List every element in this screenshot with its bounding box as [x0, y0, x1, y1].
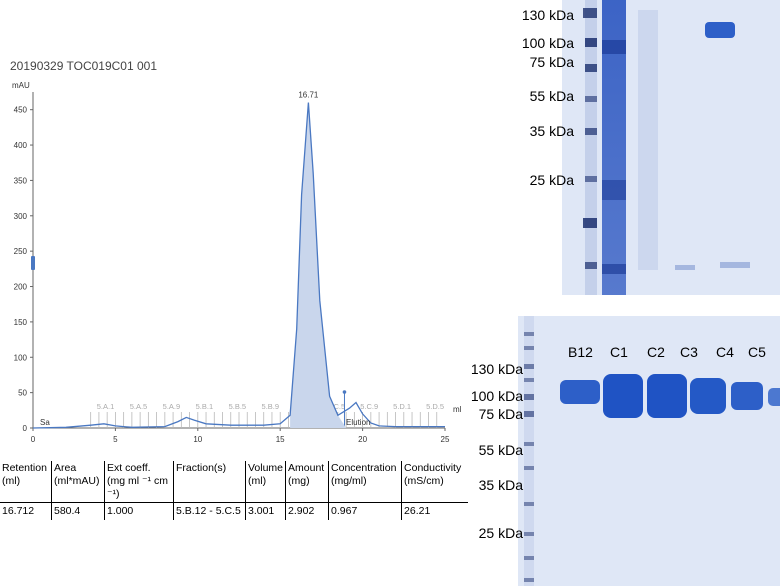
y-tick-label: 100: [14, 353, 28, 362]
fraction-label: 5.B.9: [262, 402, 280, 411]
fraction-label: 5.B.5: [229, 402, 247, 411]
y-tick-label: 200: [14, 283, 28, 292]
fraction-label: 5.A.1: [97, 402, 115, 411]
cell-amount: 2.902: [285, 502, 329, 520]
uv-trace-line: [32, 102, 445, 429]
fraction-markers: 5.A.15.A.55.A.95.B.15.B.55.B.95.C.15.C.5…: [90, 390, 444, 428]
cell-conductivity: 26.21: [401, 502, 469, 520]
gel-bottom-image: [518, 316, 780, 586]
gel-top-marker-130: 130 kDa: [521, 7, 574, 23]
fraction-label: 5.B.1: [196, 402, 214, 411]
lane-label-c3: C3: [680, 344, 698, 360]
cell-volume: 3.001: [244, 502, 286, 520]
sample-marker-label: Sa: [40, 418, 50, 427]
gel-bottom-marker-55: 55 kDa: [478, 442, 523, 458]
fraction-label: 5.A.5: [130, 402, 148, 411]
fraction-label: 5.A.9: [163, 402, 181, 411]
gel-bottom-marker-75: 75 kDa: [478, 406, 523, 422]
cell-concentration: 0.967: [328, 502, 402, 520]
y-tick-label: 400: [14, 141, 28, 150]
header-area: Area (ml*mAU): [51, 461, 105, 503]
x-axis-unit-label: ml: [453, 405, 462, 414]
chromatogram-chart: 20190329 TOC019C01 001 mAU ml 0501001502…: [10, 59, 462, 444]
gel-bottom-marker-25: 25 kDa: [478, 525, 523, 541]
header-ext-coeff: Ext coeff. (mg ml ⁻¹ cm ⁻¹): [104, 461, 174, 503]
cell-ext-coeff: 1.000: [104, 502, 174, 520]
gel-top-marker-25: 25 kDa: [529, 172, 574, 188]
gel-bottom-marker-100: 100 kDa: [470, 388, 523, 404]
sds-page-gel-bottom: B12 C1 C2 C3 C4 C5: [490, 316, 780, 586]
y-tick-label: 250: [14, 247, 28, 256]
header-concentration: Concentration (mg/ml): [328, 461, 402, 503]
x-tick-label: 0: [31, 435, 36, 444]
peak-area-fill: [290, 102, 347, 428]
header-volume: Volume (ml): [244, 461, 286, 503]
header-retention: Retention (ml): [0, 461, 52, 503]
header-amount: Amount (mg): [285, 461, 329, 503]
gel-top-marker-75: 75 kDa: [529, 54, 574, 70]
table-row: 16.712 580.4 1.000 5.B.12 - 5.C.5 3.001 …: [0, 502, 469, 520]
gel-bottom-marker-35: 35 kDa: [478, 477, 523, 493]
peak-label: 16.71: [298, 91, 319, 100]
fraction-window-dot: [342, 390, 347, 394]
fraction-label: 5.C.5: [327, 402, 345, 411]
elution-marker-label: Elution: [346, 418, 370, 427]
lane-label-c4: C4: [716, 344, 734, 360]
cell-fractions: 5.B.12 - 5.C.5: [173, 502, 246, 520]
x-tick-label: 15: [276, 435, 285, 444]
fraction-label: 5.C.9: [360, 402, 378, 411]
lane-label-b12: B12: [568, 344, 593, 360]
header-conductivity: Conductivity (mS/cm): [401, 461, 469, 503]
lane-label-c1: C1: [610, 344, 628, 360]
y-tick-label: 0: [23, 424, 28, 433]
gel-top-image: [562, 0, 780, 295]
gel-top-marker-100: 100 kDa: [521, 35, 574, 51]
fraction-label: 5.D.1: [393, 402, 411, 411]
fraction-label: 5.D.5: [426, 402, 444, 411]
x-tick-label: 5: [113, 435, 118, 444]
y-tick-label: 450: [14, 106, 28, 115]
y-tick-label: 150: [14, 318, 28, 327]
peak-results-table: Retention (ml) Area (ml*mAU) Ext coeff. …: [0, 461, 469, 520]
x-tick-label: 20: [358, 435, 367, 444]
sds-page-gel-top: 130 kDa 100 kDa 75 kDa 55 kDa 35 kDa 25 …: [490, 0, 780, 295]
gel-top-marker-35: 35 kDa: [529, 123, 574, 139]
table-header-row: Retention (ml) Area (ml*mAU) Ext coeff. …: [0, 461, 469, 503]
x-tick-label: 10: [193, 435, 202, 444]
y-axis-scroll-handle[interactable]: [31, 256, 35, 270]
y-tick-label: 50: [18, 389, 27, 398]
chart-title: 20190329 TOC019C01 001: [10, 59, 157, 73]
y-axis-unit-label: mAU: [12, 81, 30, 90]
gel-top-marker-55: 55 kDa: [529, 88, 574, 104]
cell-area: 580.4: [51, 502, 105, 520]
y-axis-ticks: 0 50 100 150 200 250 300 350 400 450: [14, 106, 33, 433]
x-axis-ticks: 0 5 10 15 20 25: [31, 428, 450, 444]
cell-retention: 16.712: [2, 505, 35, 517]
gel-bottom-marker-130: 130 kDa: [470, 361, 523, 377]
header-fractions: Fraction(s): [173, 461, 246, 503]
lane-label-c2: C2: [647, 344, 665, 360]
x-tick-label: 25: [441, 435, 450, 444]
y-tick-label: 300: [14, 212, 28, 221]
y-tick-label: 350: [14, 176, 28, 185]
lane-label-c5: C5: [748, 344, 766, 360]
